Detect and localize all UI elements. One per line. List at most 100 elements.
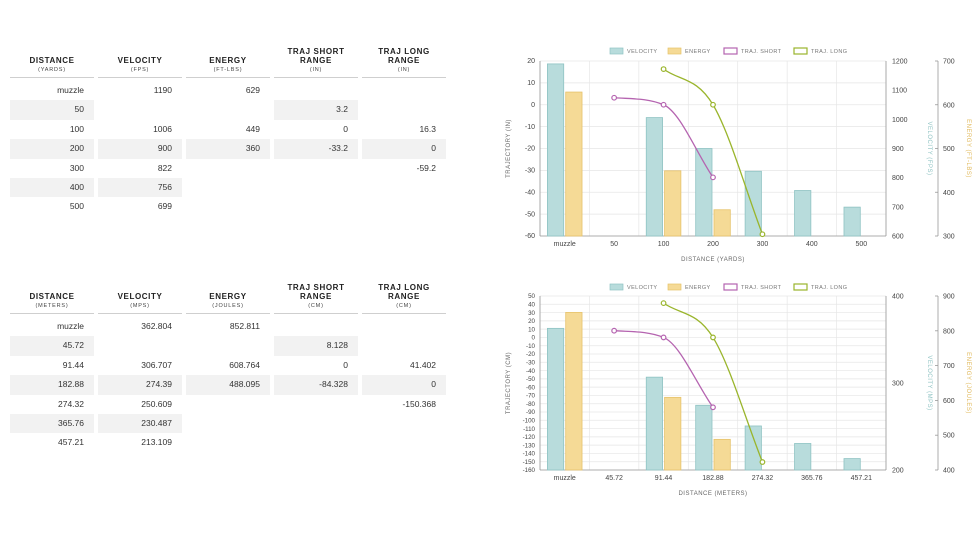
cell-velocity <box>98 336 182 355</box>
traj-long-point <box>710 101 716 108</box>
y-tick-label: -110 <box>523 426 535 433</box>
y-tick-label: 40 <box>528 301 535 308</box>
legend-label-traj_long: TRAJ. LONG <box>811 285 847 291</box>
table-row: 50 3.2 <box>10 100 450 120</box>
cell-traj-short <box>274 433 358 452</box>
cell-energy <box>186 100 270 119</box>
energy-bar <box>713 438 731 471</box>
velocity-bar <box>547 63 565 237</box>
traj-short-point <box>611 94 618 101</box>
table-row: 400 756 <box>10 177 450 198</box>
y-tick-label: -120 <box>523 434 536 441</box>
x-tick-label: 300 <box>757 241 769 248</box>
y-tick-label: -90 <box>526 409 536 416</box>
cell-traj-short: 0 <box>343 359 348 370</box>
header-velocity: VELOCITY (MPS) <box>98 276 182 314</box>
traj-short-point <box>660 334 667 341</box>
y-axis-title-trajectory: TRAJECTORY (CM) <box>506 352 512 414</box>
cell-velocity: 756 <box>98 177 182 198</box>
cell-velocity: 213.109 <box>141 437 172 448</box>
x-axis-title: DISTANCE (YARDS) <box>681 257 745 263</box>
header-velocity: VELOCITY (FPS) <box>98 40 182 78</box>
y-tick-label: -130 <box>523 442 536 449</box>
x-tick-label: 182.88 <box>702 475 724 482</box>
y-axis-title-velocity: VELOCITY (FPS) <box>926 122 932 176</box>
traj-short-line <box>614 330 714 408</box>
table-row: 365.76 230.487 <box>10 413 450 434</box>
y-tick-label: -140 <box>523 451 536 458</box>
energy-tick-label: 500 <box>943 146 955 153</box>
energy-tick-label: 400 <box>943 190 955 197</box>
x-tick-label: 500 <box>855 241 867 248</box>
ballistics-chart-yards: VELOCITY ENERGY TRAJ. SHORT TRAJ. LONG20100… <box>506 47 971 263</box>
y-tick-label: -70 <box>526 393 536 400</box>
table-row: muzzle 362.804 852.811 <box>10 317 450 336</box>
cell-traj-short <box>274 197 358 216</box>
velocity-tick-label: 600 <box>892 234 904 241</box>
velocity-tick-label: 200 <box>892 468 904 475</box>
legend-label-velocity: VELOCITY <box>627 49 657 55</box>
traj-long-point <box>759 459 766 465</box>
cell-traj-short <box>274 395 358 414</box>
velocity-bar <box>744 425 762 471</box>
cell-energy: 852.811 <box>229 321 260 331</box>
cell-traj-long: -59.2 <box>416 162 436 173</box>
cell-velocity: 1006 <box>153 123 172 134</box>
y-tick-label: -50 <box>526 376 536 383</box>
header-distance: DISTANCE (YARDS) <box>10 40 94 78</box>
energy-tick-label: 800 <box>943 328 955 335</box>
traj-short-point <box>611 327 618 334</box>
y-tick-label: 10 <box>527 80 535 87</box>
cell-distance: 274.32 <box>58 398 84 409</box>
cell-distance: 500 <box>69 201 84 212</box>
legend-label-traj_short: TRAJ. SHORT <box>741 49 782 55</box>
velocity-bar <box>843 206 861 237</box>
x-tick-label: 457.21 <box>851 475 873 482</box>
energy-tick-label: 500 <box>943 433 955 440</box>
legend-swatch-traj_long <box>793 283 808 291</box>
y-tick-label: -20 <box>525 146 535 153</box>
table-row: 45.72 8.128 <box>10 336 450 356</box>
traj-short-point <box>710 404 716 411</box>
velocity-tick-label: 1100 <box>892 88 907 95</box>
cell-velocity: 250.609 <box>141 398 172 409</box>
cell-traj-long: 0 <box>362 139 446 159</box>
cell-traj-short <box>274 178 358 197</box>
velocity-bar <box>645 117 663 237</box>
x-tick-label: muzzle <box>554 475 576 482</box>
header-traj-short: TRAJ SHORT RANGE (CM) <box>274 276 358 314</box>
cell-velocity: 362.804 <box>141 321 172 331</box>
legend-label-energy: ENERGY <box>685 49 711 55</box>
x-tick-label: 400 <box>806 241 818 248</box>
cell-energy <box>186 159 270 178</box>
velocity-tick-label: 1200 <box>892 59 908 66</box>
header-traj-long: TRAJ LONG RANGE (CM) <box>362 276 446 314</box>
cell-energy: 629 <box>245 85 260 95</box>
y-tick-label: 20 <box>527 58 535 65</box>
velocity-bar <box>547 327 565 471</box>
y-tick-label: -10 <box>525 124 535 131</box>
traj-long-line <box>663 68 764 235</box>
cell-velocity: 1190 <box>153 85 172 95</box>
cell-energy: 360 <box>186 139 270 159</box>
cell-velocity: 822 <box>157 162 172 173</box>
traj-long-line <box>663 302 764 463</box>
table-row: 457.21 213.109 <box>10 433 450 452</box>
legend-label-velocity: VELOCITY <box>627 285 657 291</box>
table-row: muzzle 1190 629 <box>10 81 450 100</box>
header-distance: DISTANCE (METERS) <box>10 276 94 314</box>
velocity-tick-label: 300 <box>892 381 904 388</box>
legend-swatch-traj_short <box>723 47 738 55</box>
cell-traj-long: 16.3 <box>419 123 436 134</box>
y-tick-label: -40 <box>525 189 535 196</box>
traj-long-point <box>710 334 716 341</box>
x-tick-label: 200 <box>707 241 719 248</box>
y-tick-label: -20 <box>526 351 536 358</box>
chart-legend: VELOCITY ENERGY TRAJ. SHORT TRAJ. LONG <box>609 283 847 291</box>
y-tick-label: 0 <box>532 335 536 342</box>
traj-short-point <box>710 174 716 181</box>
y-tick-label: -40 <box>526 368 536 375</box>
table-row: 182.88 274.39 488.095 -84.328 0 <box>10 375 450 395</box>
cell-distance: 100 <box>69 123 84 134</box>
